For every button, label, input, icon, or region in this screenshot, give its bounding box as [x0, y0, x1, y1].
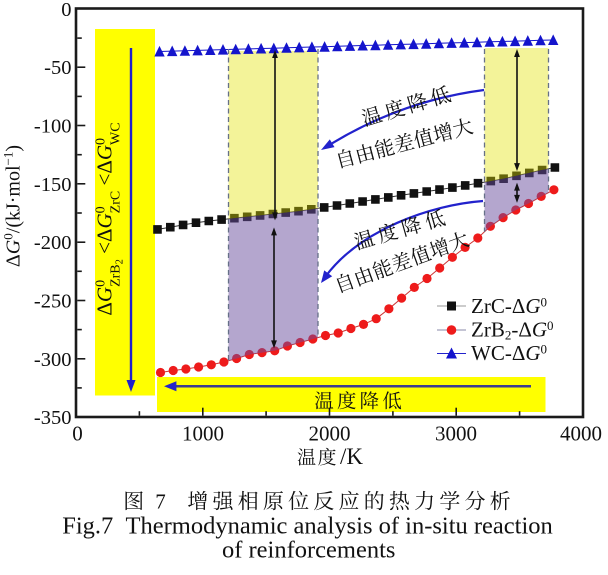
- svg-text:7: 7: [155, 490, 166, 514]
- svg-text:-300: -300: [34, 349, 72, 371]
- svg-text:4000: 4000: [560, 422, 602, 446]
- svg-text:ZrC-ΔG0: ZrC-ΔG0: [471, 294, 547, 318]
- svg-text:0: 0: [61, 0, 71, 21]
- svg-text:-200: -200: [34, 232, 72, 254]
- svg-text:Fig.7 Thermodynamic analysis: Fig.7 Thermodynamic analysis of in-situ …: [62, 512, 553, 539]
- svg-text:WC-ΔG0: WC-ΔG0: [471, 341, 547, 365]
- svg-text:3000: 3000: [435, 422, 477, 446]
- svg-text:-150: -150: [34, 174, 72, 196]
- svg-text:ZrB2-ΔG0: ZrB2-ΔG0: [471, 318, 554, 343]
- svg-text:2000: 2000: [309, 422, 351, 446]
- svg-text:/K: /K: [340, 444, 363, 469]
- svg-text:-350: -350: [34, 407, 72, 429]
- svg-text:-250: -250: [34, 291, 72, 313]
- svg-text:-100: -100: [34, 116, 72, 138]
- svg-text:1000: 1000: [182, 422, 224, 446]
- svg-text:-50: -50: [44, 57, 71, 79]
- svg-text:0: 0: [72, 422, 83, 446]
- svg-text:of reinforcements: of reinforcements: [222, 537, 395, 564]
